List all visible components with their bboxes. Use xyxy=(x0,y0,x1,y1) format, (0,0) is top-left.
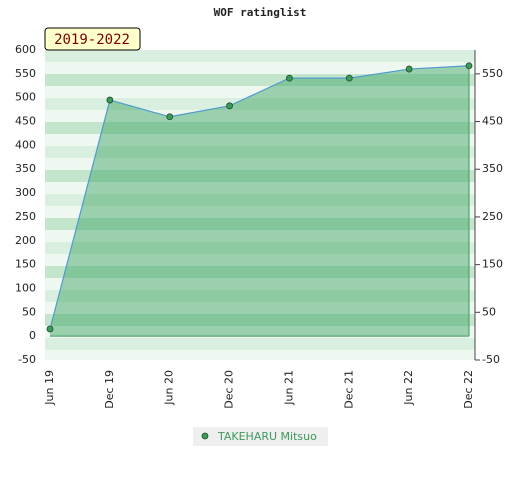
y-tick-label: 300 xyxy=(15,186,36,199)
chart-title: WOF ratinglist xyxy=(214,6,307,19)
y2-tick-label: 350 xyxy=(482,162,503,175)
y2-tick-label: 450 xyxy=(482,115,503,128)
y-tick-label: 250 xyxy=(15,210,36,223)
marker xyxy=(166,113,174,121)
y2-tick-label: 50 xyxy=(482,305,496,318)
x-tick-label: Dec 22 xyxy=(462,370,475,409)
marker xyxy=(405,65,413,73)
legend-marker xyxy=(201,432,209,440)
x-tick-label: Jun 19 xyxy=(43,370,56,406)
marker xyxy=(106,96,114,104)
y-tick-label: 350 xyxy=(15,162,36,175)
legend xyxy=(193,427,328,446)
marker xyxy=(226,102,233,110)
x-tick-label: Jun 21 xyxy=(282,370,295,406)
legend-label: TAKEHARU Mitsuo xyxy=(217,430,317,443)
x-tick-label: Jun 22 xyxy=(402,370,415,406)
y2-tick-label: -50 xyxy=(482,353,500,366)
y-tick-label: -50 xyxy=(18,353,36,366)
marker xyxy=(286,74,293,82)
y-tick-label: 150 xyxy=(15,258,36,271)
y-tick-label: 400 xyxy=(15,138,36,151)
marker xyxy=(345,74,353,82)
line xyxy=(49,65,470,330)
area xyxy=(50,65,469,337)
y2-tick-label: 550 xyxy=(482,67,503,80)
annotation-box xyxy=(44,27,141,51)
y2-tick-label: 250 xyxy=(482,210,503,223)
y-tick-label: 600 xyxy=(15,43,36,56)
marker xyxy=(46,325,54,333)
y2-tick-label: 150 xyxy=(482,258,503,271)
plot xyxy=(46,62,473,337)
annotation: 2019-2022 xyxy=(54,32,130,48)
y-tick-label: 450 xyxy=(15,115,36,128)
x-tick-label: Dec 20 xyxy=(223,370,236,409)
y-tick-label: 0 xyxy=(29,329,36,342)
y-tick-label: 200 xyxy=(15,234,36,247)
marker xyxy=(465,62,473,70)
x-tick-label: Dec 19 xyxy=(103,370,116,409)
y-tick-label: 50 xyxy=(22,305,36,318)
x-tick-label: Jun 20 xyxy=(163,370,176,406)
y-tick-label: 100 xyxy=(15,281,36,294)
y-tick-label: 550 xyxy=(15,67,36,80)
x-tick-label: Dec 21 xyxy=(342,370,355,409)
y-tick-label: 500 xyxy=(15,91,36,104)
